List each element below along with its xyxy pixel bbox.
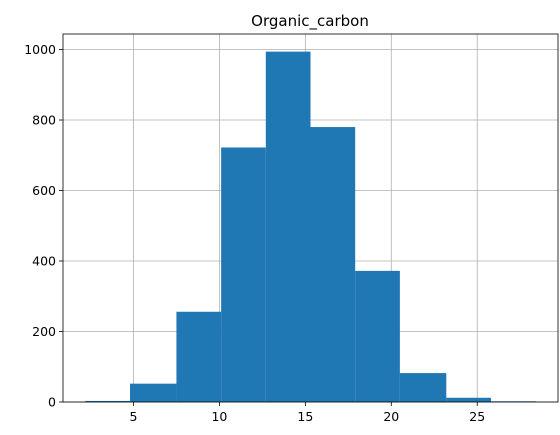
histogram-bar xyxy=(85,400,131,402)
y-tick-label: 800 xyxy=(32,113,56,128)
x-tick-label: 10 xyxy=(211,409,227,424)
x-tick-label: 15 xyxy=(297,409,313,424)
y-tick-label: 1000 xyxy=(24,42,56,57)
axes-frame xyxy=(62,33,559,403)
chart-title: Organic_carbon xyxy=(251,12,369,31)
histogram-bar xyxy=(399,373,447,402)
axes-border xyxy=(62,33,559,403)
y-tick-label: 600 xyxy=(32,183,56,198)
x-tick-label: 5 xyxy=(129,409,137,424)
histogram-bar xyxy=(176,311,222,402)
y-axis-ticks: 0 200 400 600 800 1000 xyxy=(24,42,63,410)
histogram-bar xyxy=(265,51,311,403)
x-axis-ticks: 5 10 15 20 25 xyxy=(129,402,485,424)
histogram-bars xyxy=(85,51,536,403)
histogram-bar xyxy=(130,383,177,402)
y-tick-label: 200 xyxy=(32,324,56,339)
y-tick-label: 400 xyxy=(32,254,56,269)
histogram-bar xyxy=(221,147,266,402)
x-tick-label: 25 xyxy=(469,409,485,424)
y-tick-label: 0 xyxy=(48,395,56,410)
histogram-bar xyxy=(446,397,491,402)
x-tick-label: 20 xyxy=(383,409,399,424)
histogram-bar xyxy=(355,270,400,402)
histogram-bar xyxy=(310,127,356,403)
